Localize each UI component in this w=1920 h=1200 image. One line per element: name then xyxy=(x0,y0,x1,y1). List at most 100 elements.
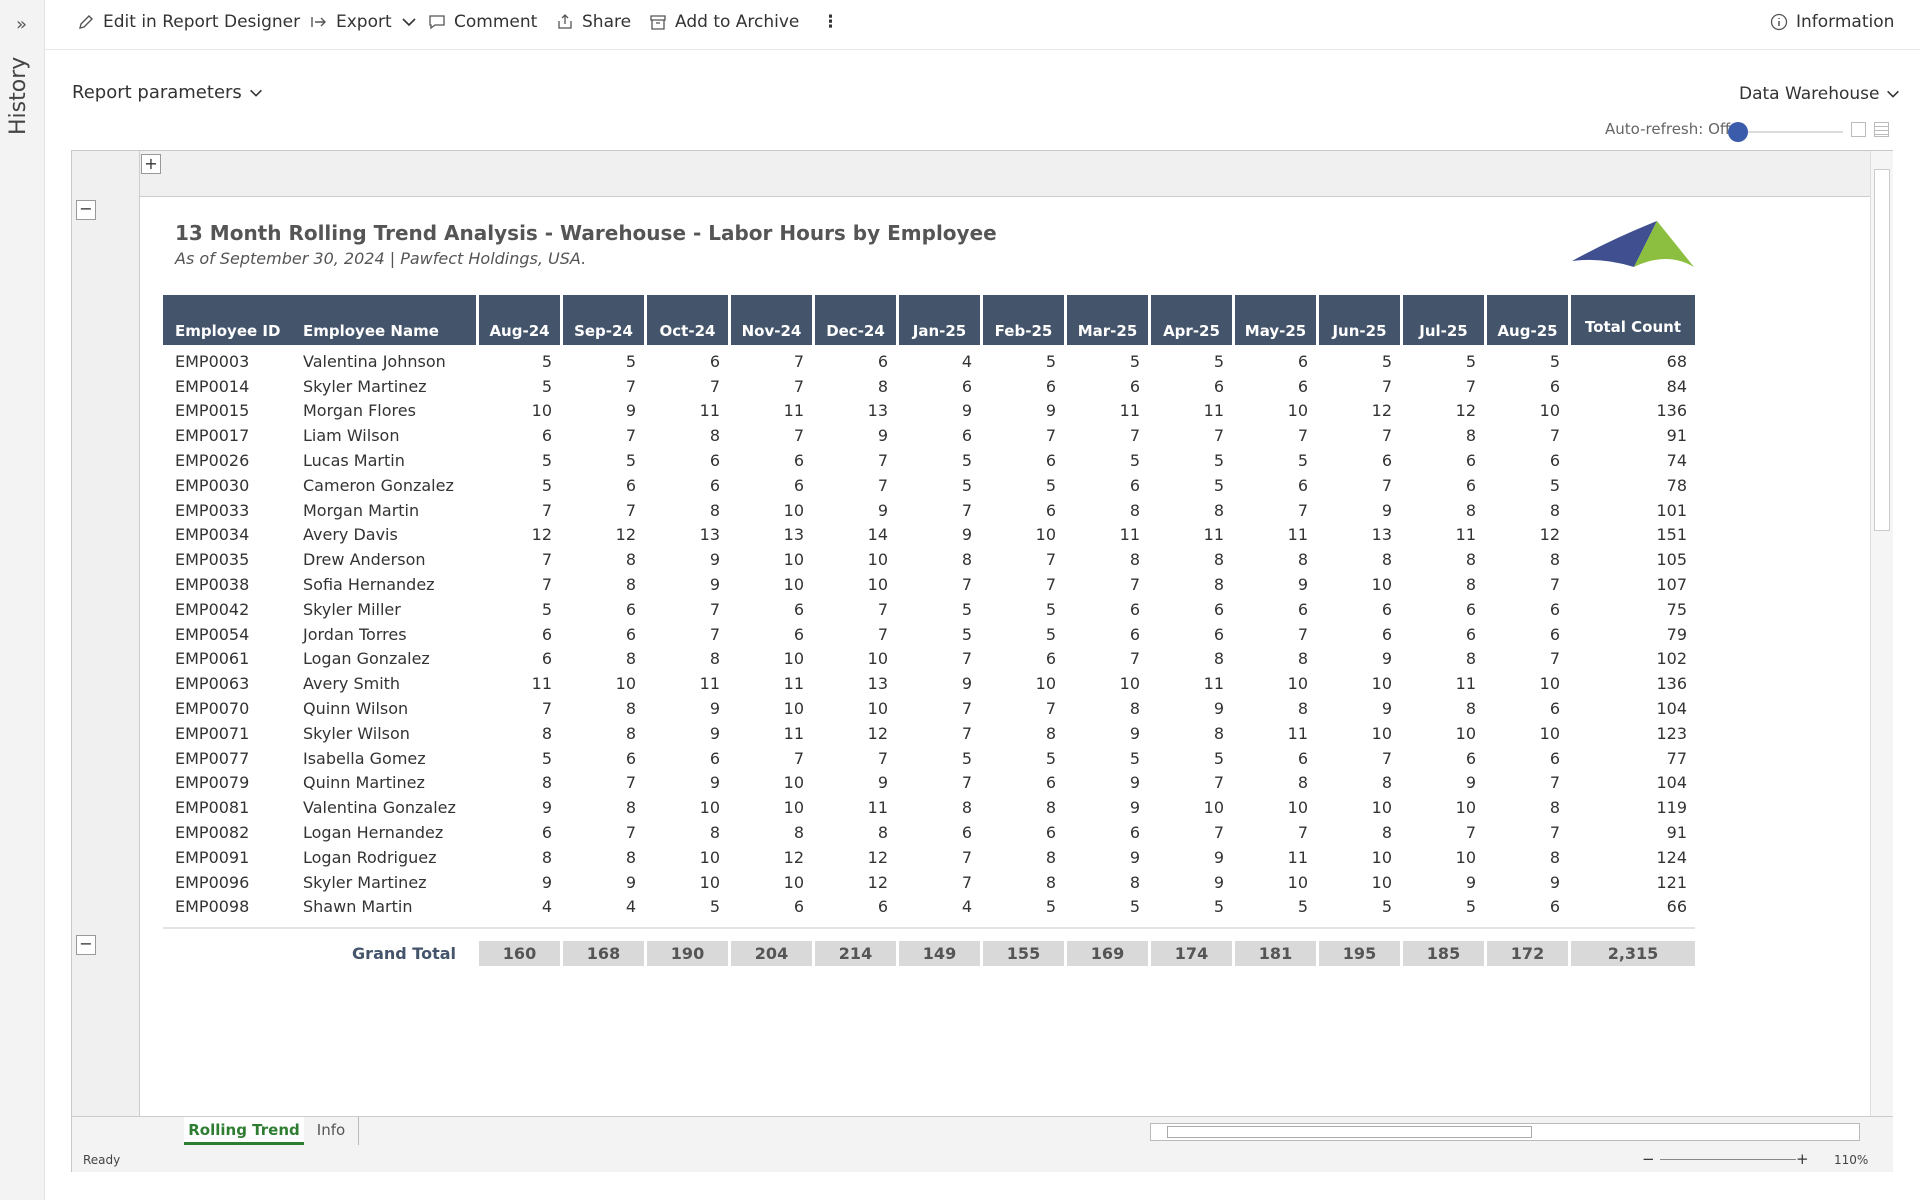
cell: 74 xyxy=(1666,451,1687,471)
cell: Skyler Martinez xyxy=(303,376,427,396)
cell: Lucas Martin xyxy=(303,451,405,471)
cell: EMP0042 xyxy=(175,599,250,619)
cell: 5 xyxy=(1213,748,1224,768)
cell: 6 xyxy=(793,451,804,471)
sheet-tab[interactable]: Info xyxy=(304,1117,359,1145)
collapse-total[interactable]: − xyxy=(76,935,96,955)
expand-sidebar[interactable]: » xyxy=(16,14,28,35)
cell: Logan Gonzalez xyxy=(303,649,430,669)
edit-button[interactable]: Edit in Report Designer xyxy=(77,12,300,32)
column-header: Apr-25 xyxy=(1148,295,1232,345)
cell: 9 xyxy=(1213,699,1224,719)
more-button[interactable]: ⋮ xyxy=(822,12,839,32)
horizontal-scrollbar[interactable] xyxy=(1150,1123,1860,1141)
archive-button[interactable]: Add to Archive xyxy=(649,12,799,32)
column-header: Jul-25 xyxy=(1400,295,1484,345)
collapse-rows[interactable]: − xyxy=(76,200,96,220)
cell: 8 xyxy=(1381,823,1392,843)
sheet-tab[interactable]: Rolling Trend xyxy=(184,1117,304,1145)
cell: EMP0054 xyxy=(175,624,250,644)
share-button[interactable]: Share xyxy=(556,12,631,32)
cell: 7 xyxy=(541,575,552,595)
grand-total-cell: 2,315 xyxy=(1568,941,1695,967)
cell: 6 xyxy=(877,351,888,371)
column-header: Employee ID xyxy=(163,295,291,345)
cell: 7 xyxy=(1045,550,1056,570)
cell: 7 xyxy=(793,748,804,768)
column-header: Aug-24 xyxy=(476,295,560,345)
cell: 6 xyxy=(1213,376,1224,396)
cell: 8 xyxy=(1129,872,1140,892)
data-row: EMP0017 Liam Wilson 6 7 8 7 9 6 7 7 7 7 7 8 7 91 xyxy=(163,423,1695,448)
auto-refresh-slider[interactable] xyxy=(1728,122,1843,142)
cell: 8 xyxy=(1381,550,1392,570)
export-button[interactable]: Export xyxy=(310,12,418,32)
cell: 78 xyxy=(1666,475,1687,495)
vertical-scrollbar[interactable] xyxy=(1870,151,1893,1116)
data-row: EMP0098 Shawn Martin 4 4 5 6 6 4 5 5 5 5 5 5 6 66 xyxy=(163,895,1695,920)
cell: 8 xyxy=(709,649,720,669)
zoom-in[interactable]: + xyxy=(1796,1150,1809,1168)
data-row: EMP0042 Skyler Miller 5 6 7 6 7 5 5 6 6 6 6 6 6 75 xyxy=(163,597,1695,622)
cell: Morgan Martin xyxy=(303,500,420,520)
data-row: EMP0054 Jordan Torres 6 6 7 6 7 5 5 6 6 7 6 6 6 79 xyxy=(163,622,1695,647)
cell: 9 xyxy=(1381,500,1392,520)
cell: EMP0003 xyxy=(175,351,250,371)
cell: 6 xyxy=(1045,500,1056,520)
cell: 5 xyxy=(1045,351,1056,371)
information-button[interactable]: Information xyxy=(1770,12,1894,32)
cell: 11 xyxy=(1455,674,1476,694)
cell: 8 xyxy=(1297,649,1308,669)
comment-button[interactable]: Comment xyxy=(428,12,537,32)
cell: 105 xyxy=(1656,550,1687,570)
cell: 5 xyxy=(961,475,972,495)
cell: Skyler Martinez xyxy=(303,872,427,892)
cell: 5 xyxy=(1129,748,1140,768)
cell: 11 xyxy=(1287,847,1308,867)
report-parameters-label: Report parameters xyxy=(72,82,242,103)
cell: Logan Rodriguez xyxy=(303,847,437,867)
column-header: Aug-25 xyxy=(1484,295,1568,345)
cell: 7 xyxy=(541,500,552,520)
cell: 6 xyxy=(961,376,972,396)
cell: EMP0098 xyxy=(175,897,250,917)
expand-columns[interactable]: + xyxy=(141,154,161,174)
report-parameters[interactable]: Report parameters xyxy=(72,82,264,103)
cell: 5 xyxy=(1129,897,1140,917)
cell: 9 xyxy=(541,872,552,892)
cell: Avery Smith xyxy=(303,674,401,694)
cell: 12 xyxy=(1455,401,1476,421)
cell: 7 xyxy=(877,451,888,471)
cell: 5 xyxy=(1549,351,1560,371)
cell: 10 xyxy=(1371,674,1392,694)
zoom-slider[interactable] xyxy=(1660,1159,1796,1160)
cell: 79 xyxy=(1666,624,1687,644)
zoom-out[interactable]: − xyxy=(1642,1150,1655,1168)
data-row: EMP0026 Lucas Martin 5 5 6 6 7 5 6 5 5 5 6 6 6 74 xyxy=(163,448,1695,473)
data-source-dropdown[interactable]: Data Warehouse xyxy=(1739,84,1901,104)
cell: 9 xyxy=(625,401,636,421)
cell: 8 xyxy=(625,847,636,867)
cell: 11 xyxy=(783,723,804,743)
cell: 5 xyxy=(541,376,552,396)
cell: 8 xyxy=(1213,723,1224,743)
cell: 5 xyxy=(1549,475,1560,495)
data-row: EMP0015 Morgan Flores 10 9 11 11 13 9 9 11 11 10 12 1… xyxy=(163,399,1695,424)
expand-icon[interactable] xyxy=(1851,122,1866,137)
cell: 91 xyxy=(1666,823,1687,843)
cell: 66 xyxy=(1666,897,1687,917)
cell: 8 xyxy=(877,823,888,843)
grand-total-cell: 149 xyxy=(896,941,980,967)
zoom-level: 110% xyxy=(1834,1153,1869,1167)
cell: 9 xyxy=(541,798,552,818)
cell: 8 xyxy=(709,500,720,520)
grid-icon[interactable] xyxy=(1874,122,1889,137)
cell: 7 xyxy=(1549,649,1560,669)
cell: 10 xyxy=(1203,798,1224,818)
cell: Liam Wilson xyxy=(303,426,400,446)
cell: 6 xyxy=(1045,649,1056,669)
cell: 5 xyxy=(961,624,972,644)
cell: EMP0061 xyxy=(175,649,250,669)
cell: 8 xyxy=(1045,847,1056,867)
history-label[interactable]: History xyxy=(6,56,31,135)
